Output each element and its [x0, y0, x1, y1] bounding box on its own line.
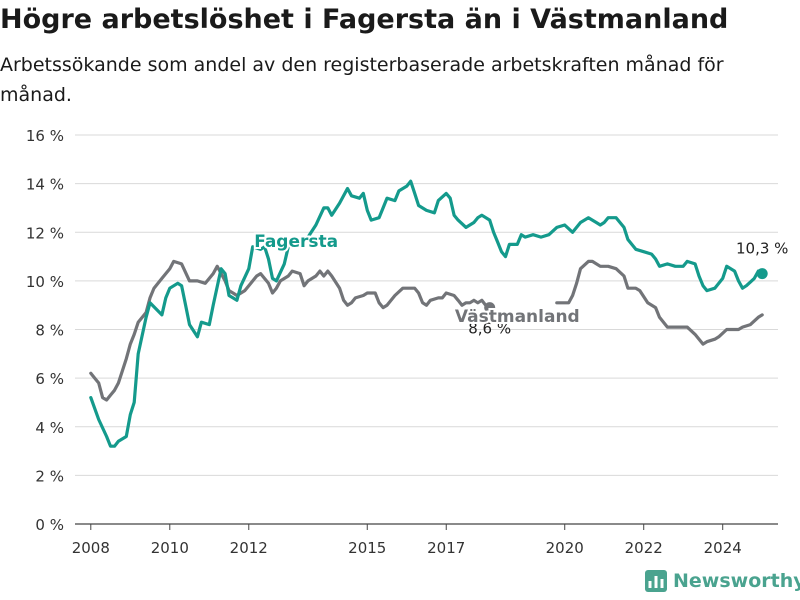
end-label-fagersta: 10,3 % — [736, 240, 788, 258]
end-label-västmanland: 8,6 % — [468, 320, 511, 338]
series-line-vastmanland-cont — [555, 259, 764, 346]
series-annotation-fagersta: Fagersta — [254, 232, 338, 252]
y-tick-label: 6 % — [35, 370, 64, 388]
series-line-fagersta — [89, 179, 764, 448]
end-point-fagersta — [756, 268, 768, 280]
bar-chart-logo-icon — [645, 570, 667, 592]
x-tick-label: 2024 — [704, 539, 742, 557]
y-tick-label: 2 % — [35, 467, 64, 485]
x-tick-label: 2020 — [546, 539, 584, 557]
x-tick-label: 2017 — [427, 539, 465, 557]
y-tick-label: 10 % — [26, 273, 64, 291]
y-tick-label: 0 % — [35, 516, 64, 534]
series-line-västmanland — [89, 259, 492, 402]
chart-title: Högre arbetslöshet i Fagersta än i Västm… — [0, 4, 729, 35]
y-tick-label: 8 % — [35, 322, 64, 340]
end-point-västmanland — [484, 302, 496, 314]
x-tick-label: 2012 — [230, 539, 268, 557]
y-tick-label: 16 % — [26, 127, 64, 145]
x-tick-label: 2010 — [151, 539, 189, 557]
chart-subtitle: Arbetssökande som andel av den registerb… — [0, 54, 724, 106]
x-tick-label: 2022 — [625, 539, 663, 557]
newsworthy-logo: Newsworthy — [645, 570, 800, 592]
y-tick-label: 14 % — [26, 176, 64, 194]
y-tick-label: 12 % — [26, 224, 64, 242]
brand-name: Newsworthy — [673, 570, 800, 592]
y-tick-label: 4 % — [35, 419, 64, 437]
x-tick-label: 2008 — [72, 539, 110, 557]
series-annotation-västmanland: Västmanland — [455, 307, 580, 327]
x-tick-label: 2015 — [348, 539, 386, 557]
